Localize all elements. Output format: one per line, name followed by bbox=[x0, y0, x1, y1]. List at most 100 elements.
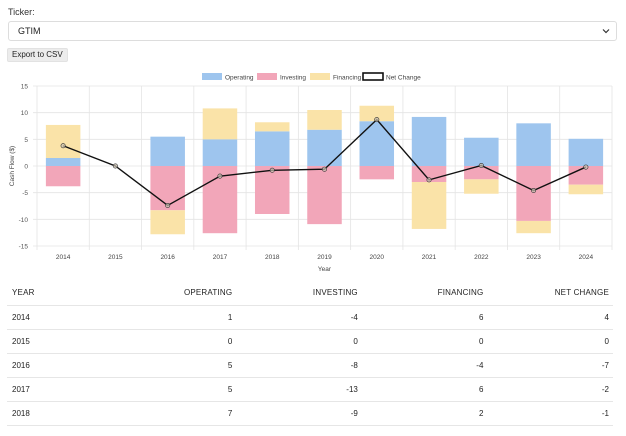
bar-operating bbox=[516, 123, 551, 166]
cell-net-change: -2 bbox=[601, 385, 609, 394]
legend-label: Net Change bbox=[386, 75, 421, 82]
table-row: 2018 7 -9 2 -1 bbox=[7, 402, 613, 426]
bar-investing bbox=[516, 166, 551, 221]
net-change-point bbox=[531, 188, 537, 194]
bar-financing bbox=[307, 110, 342, 130]
cell-financing: 0 bbox=[478, 337, 484, 346]
bar-financing bbox=[516, 220, 551, 234]
bar-financing bbox=[411, 182, 447, 229]
net-change-point bbox=[269, 167, 275, 173]
bar-financing bbox=[202, 108, 238, 140]
bar-financing bbox=[254, 122, 290, 132]
bar-operating bbox=[411, 116, 447, 166]
x-tick-label: 2017 bbox=[213, 254, 228, 261]
net-change-point bbox=[165, 202, 171, 208]
cell-financing: 6 bbox=[478, 313, 484, 322]
net-change-point bbox=[583, 164, 589, 170]
bar-investing bbox=[359, 166, 395, 180]
table-row: 2014 1 -4 6 4 bbox=[7, 306, 613, 330]
x-tick-label: 2020 bbox=[370, 254, 385, 261]
net-change-point bbox=[374, 117, 380, 123]
bar-operating bbox=[254, 131, 290, 166]
bar-financing bbox=[464, 179, 499, 194]
cell-investing: -8 bbox=[350, 361, 358, 370]
cell-year: 2014 bbox=[12, 313, 30, 322]
export-csv-button[interactable]: Export to CSV bbox=[7, 48, 68, 62]
table-row: 2016 5 -8 -4 -7 bbox=[7, 354, 613, 378]
cell-investing: 0 bbox=[353, 337, 358, 346]
bar-investing bbox=[307, 166, 342, 225]
legend-swatch bbox=[310, 73, 330, 80]
bar-operating bbox=[307, 129, 342, 166]
header-year: YEAR bbox=[12, 288, 35, 297]
net-change-point bbox=[217, 173, 223, 179]
ticker-select[interactable]: GTIM bbox=[8, 21, 617, 41]
bar-operating bbox=[359, 121, 395, 166]
net-change-point bbox=[426, 177, 432, 183]
x-tick-label: 2019 bbox=[317, 254, 332, 261]
cell-year: 2017 bbox=[12, 385, 30, 394]
legend-swatch bbox=[257, 73, 277, 80]
legend-label: Operating bbox=[225, 75, 254, 82]
cell-operating: 0 bbox=[227, 337, 233, 346]
ticker-label: Ticker: bbox=[8, 7, 35, 17]
chevron-down-icon bbox=[602, 29, 610, 34]
cell-operating: 5 bbox=[227, 361, 233, 370]
bar-operating bbox=[464, 137, 499, 166]
y-tick-label: 0 bbox=[24, 164, 28, 171]
cell-net-change: 0 bbox=[604, 337, 609, 346]
cash-flow-chart: Operating Investing Financing Net Change 15 1… bbox=[9, 72, 613, 273]
net-change-point bbox=[112, 163, 118, 169]
x-tick-label: 2023 bbox=[526, 254, 541, 261]
y-tick-label: 10 bbox=[21, 110, 29, 117]
cell-investing: -4 bbox=[350, 313, 358, 322]
y-tick-label: -10 bbox=[19, 217, 29, 224]
x-tick-label: 2022 bbox=[474, 254, 489, 261]
cell-net-change: -7 bbox=[601, 361, 609, 370]
cell-net-change: -1 bbox=[601, 409, 609, 418]
header-financing: FINANCING bbox=[437, 288, 484, 297]
cash-flow-table: YEAR OPERATING INVESTING FINANCING NET C… bbox=[7, 280, 613, 426]
legend-swatch bbox=[362, 72, 384, 81]
x-tick-label: 2014 bbox=[56, 254, 71, 261]
cell-investing: -9 bbox=[350, 409, 358, 418]
x-axis-title: Year bbox=[318, 266, 332, 273]
x-tick-label: 2024 bbox=[579, 254, 594, 261]
cell-year: 2015 bbox=[12, 337, 30, 346]
table-row: 2017 5 -13 6 -2 bbox=[7, 378, 613, 402]
ticker-select-value: GTIM bbox=[18, 26, 41, 36]
x-tick-label: 2016 bbox=[160, 254, 175, 261]
y-tick-label: -15 bbox=[19, 244, 29, 251]
bar-financing bbox=[150, 210, 185, 235]
bar-investing bbox=[464, 166, 499, 180]
legend-swatch bbox=[202, 73, 222, 80]
net-change-point bbox=[321, 166, 327, 172]
bar-operating bbox=[202, 139, 238, 166]
cell-net-change: 4 bbox=[604, 313, 609, 322]
bar-investing bbox=[45, 166, 81, 187]
y-tick-label: 15 bbox=[21, 84, 29, 91]
bar-operating bbox=[150, 136, 185, 166]
cell-year: 2016 bbox=[12, 361, 30, 370]
x-tick-label: 2015 bbox=[108, 254, 123, 261]
header-investing: INVESTING bbox=[312, 288, 358, 297]
x-tick-label: 2021 bbox=[422, 254, 437, 261]
net-change-point bbox=[60, 143, 66, 149]
legend-label: Investing bbox=[280, 75, 306, 82]
cell-year: 2018 bbox=[12, 409, 30, 418]
y-axis-title: Cash Flow ($) bbox=[9, 146, 16, 186]
header-operating: OPERATING bbox=[183, 288, 233, 297]
cell-financing: 2 bbox=[478, 409, 484, 418]
cell-investing: -13 bbox=[346, 385, 358, 394]
header-net-change: NET CHANGE bbox=[554, 288, 609, 297]
cell-operating: 1 bbox=[227, 313, 233, 322]
y-tick-label: 5 bbox=[24, 137, 28, 144]
net-change-point bbox=[478, 162, 484, 168]
table-row: 2015 0 0 0 0 bbox=[7, 330, 613, 354]
bar-operating bbox=[45, 158, 81, 166]
table-header-row: YEAR OPERATING INVESTING FINANCING NET C… bbox=[7, 280, 613, 306]
x-tick-label: 2018 bbox=[265, 254, 280, 261]
bar-financing bbox=[359, 105, 395, 122]
cell-financing: -4 bbox=[476, 361, 484, 370]
legend-label: Financing bbox=[333, 75, 362, 82]
